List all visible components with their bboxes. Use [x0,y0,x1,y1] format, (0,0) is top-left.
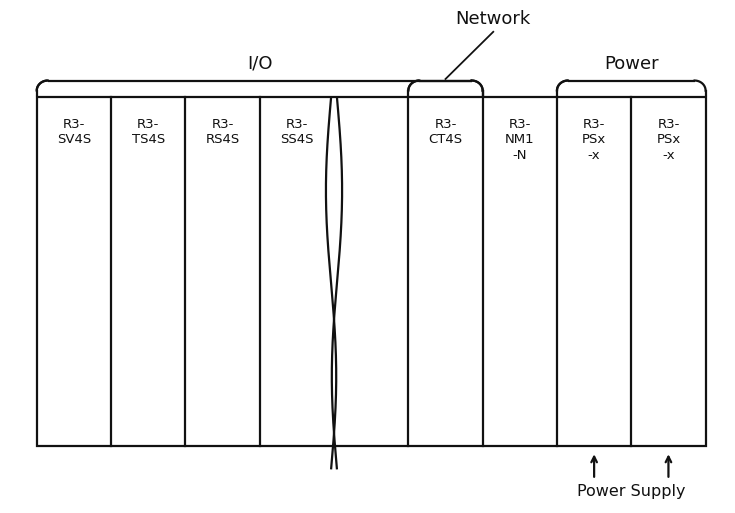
Text: R3-
CT4S: R3- CT4S [429,118,462,147]
Text: Network: Network [456,10,531,28]
Text: R3-
RS4S: R3- RS4S [205,118,240,147]
Bar [37,97,706,446]
Text: R3-
PSx
-x: R3- PSx -x [656,118,681,162]
Text: I/O: I/O [247,55,273,73]
Text: R3-
PSx
-x: R3- PSx -x [582,118,606,162]
Text: R3-
TS4S: R3- TS4S [132,118,165,147]
Text: R3-
SV4S: R3- SV4S [57,118,91,147]
Text: Power Supply: Power Supply [577,484,686,499]
Text: R3-
SS4S: R3- SS4S [280,118,314,147]
Text: Power: Power [604,55,659,73]
Text: R3-
NM1
-N: R3- NM1 -N [505,118,534,162]
